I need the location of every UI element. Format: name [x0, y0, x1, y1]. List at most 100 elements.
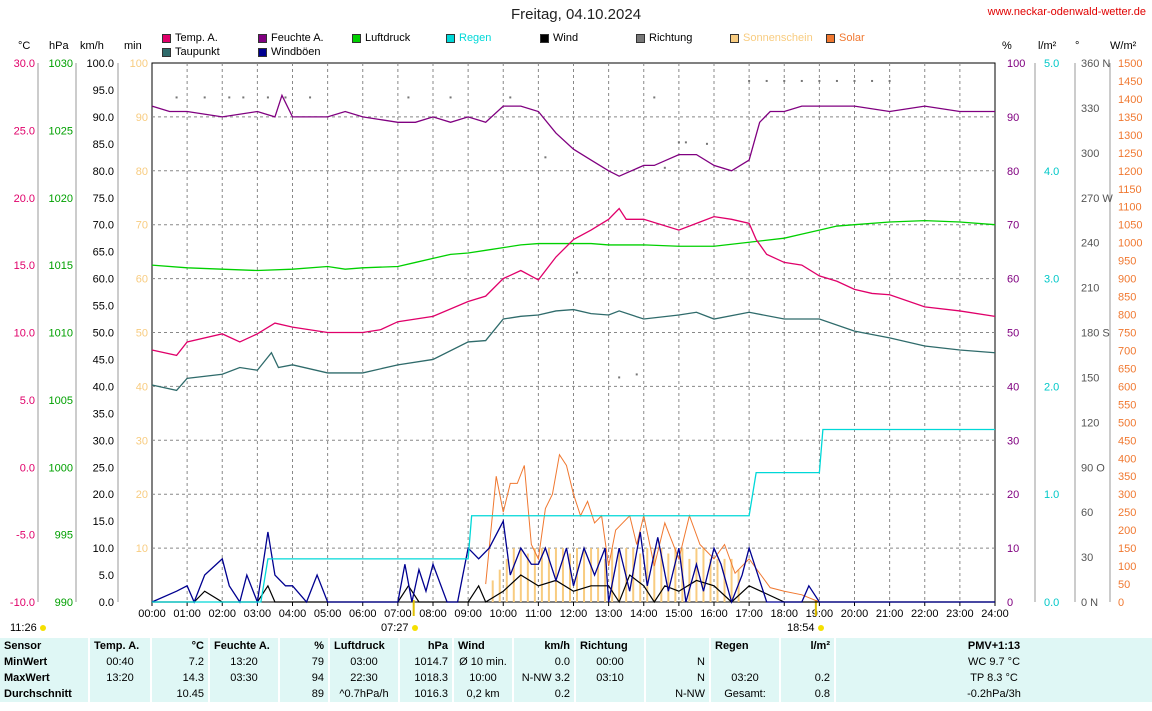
solar-tick-label: 400	[1118, 453, 1136, 465]
rain-line	[152, 428, 995, 603]
direction-tick-label: 300	[1081, 148, 1099, 160]
wind-tick-label: 25.0	[93, 462, 114, 474]
direction-unit: °	[1075, 40, 1080, 52]
stats-row-avg: Durchschnitt 10.45 89 ^0.7hPa/h 1016.3 0…	[0, 686, 1152, 702]
x-tick-label: 04:00	[279, 608, 307, 620]
direction-dot	[242, 96, 245, 99]
x-tick-label: 07:00	[384, 608, 412, 620]
humidity-tick-label: 10	[1007, 543, 1019, 555]
legend-swatch	[258, 47, 267, 57]
direction-tick-label: 150	[1081, 372, 1099, 384]
temp-tick-label: 10.0	[14, 328, 35, 340]
solar-tick-label: 1050	[1118, 220, 1142, 232]
legend-swatch	[540, 33, 549, 43]
solar-tick-label: 500	[1118, 417, 1136, 429]
hdr-sensor: Sensor	[0, 638, 90, 654]
dir-value: N-NW	[645, 686, 711, 702]
wind-value: 0.2	[513, 686, 576, 702]
sun-tick-label: 40	[136, 381, 148, 393]
press-time: 03:00	[329, 654, 400, 670]
direction-dot	[653, 96, 656, 99]
x-tick-label: 00:00	[138, 608, 166, 620]
site-link[interactable]: www.neckar-odenwald-wetter.de	[987, 6, 1146, 18]
direction-dot	[266, 96, 269, 99]
temp-tick-label: 20.0	[14, 193, 35, 205]
x-tick-label: 18:00	[770, 608, 798, 620]
rain-tick-label: 3.0	[1044, 274, 1059, 286]
x-tick-label: 17:00	[735, 608, 763, 620]
solar-tick-label: 450	[1118, 435, 1136, 447]
solar-tick-label: 1150	[1118, 184, 1142, 196]
legend-item: Windböen	[258, 46, 321, 58]
hdr-press-unit: hPa	[399, 638, 454, 654]
wind-tick-label: 100.0	[86, 58, 114, 70]
direction-tick-label: 240	[1081, 238, 1099, 250]
hum-time: 03:30	[209, 670, 280, 686]
humidity-tick-label: 50	[1007, 328, 1019, 340]
humidity-tick-label: 100	[1007, 58, 1025, 70]
solar-tick-label: 50	[1118, 579, 1130, 591]
x-tick-label: 09:00	[454, 608, 482, 620]
legend-item: Feuchte A.	[258, 32, 324, 44]
sun-tick-label: 60	[136, 274, 148, 286]
solar-tick-label: 0	[1118, 597, 1124, 609]
temp-tick-label: 15.0	[14, 260, 35, 272]
pressure-tick-label: 1005	[49, 395, 73, 407]
x-tick-label: 16:00	[700, 608, 728, 620]
solar-tick-label: 1350	[1118, 112, 1142, 124]
solar-tick-label: 300	[1118, 489, 1136, 501]
x-tick-label: 12:00	[560, 608, 588, 620]
legend-swatch	[258, 33, 267, 43]
pressure-tick-label: 995	[55, 530, 73, 542]
hdr-temp: Temp. A.	[89, 638, 152, 654]
sun-tick-label: 90	[136, 112, 148, 124]
press-time: 22:30	[329, 670, 400, 686]
pressure-line	[151, 220, 996, 272]
direction-dot	[835, 79, 838, 82]
direction-dot	[175, 96, 178, 99]
legend-item: Taupunkt	[162, 46, 220, 58]
row-label: MaxWert	[0, 670, 90, 686]
sun-tick-label: 30	[136, 435, 148, 447]
legend-swatch	[162, 47, 171, 57]
solar-tick-label: 200	[1118, 525, 1136, 537]
gust-line	[151, 519, 995, 605]
wind-tick-label: 55.0	[93, 301, 114, 313]
direction-dot	[309, 96, 312, 99]
x-tick-label: 13:00	[595, 608, 623, 620]
stats-row-min: MinWert 00:40 7.2 13:20 79 03:00 1014.7 …	[0, 654, 1152, 670]
rain-value	[780, 654, 836, 670]
hdr-wind: Wind	[453, 638, 514, 654]
solar-tick-label: 700	[1118, 345, 1136, 357]
legend-label: Regen	[459, 32, 492, 44]
temp-tick-label: -10.0	[10, 597, 35, 609]
solar-tick-label: 1300	[1118, 130, 1142, 142]
x-tick-label: 21:00	[876, 608, 904, 620]
x-tick-label: 24:00	[981, 608, 1009, 620]
temp-time: 00:40	[89, 654, 152, 670]
solar-tick-label: 350	[1118, 471, 1136, 483]
wind-tick-label: 50.0	[93, 328, 114, 340]
legend-label: Temp. A.	[175, 32, 218, 44]
hdr-temp-unit: °C	[151, 638, 210, 654]
legend-label: Sonnenschein	[743, 32, 813, 44]
wind-tick-label: 20.0	[93, 489, 114, 501]
temp-time: 13:20	[89, 670, 152, 686]
direction-dot	[705, 142, 708, 145]
press-value: 1016.3	[399, 686, 454, 702]
direction-dot	[677, 141, 680, 144]
legend-item: Luftdruck	[352, 32, 410, 44]
legend-item: Sonnenschein	[730, 32, 813, 44]
sun-tick-label: 20	[136, 489, 148, 501]
direction-tick-label: 270 W	[1081, 193, 1113, 205]
sun-unit: min	[124, 40, 142, 52]
direction-dot	[888, 79, 891, 82]
legend-swatch	[446, 33, 455, 43]
dir-time: 00:00	[575, 654, 646, 670]
legend-item: Regen	[446, 32, 491, 44]
sun-tick-label: 10	[136, 543, 148, 555]
temp-value: 10.45	[151, 686, 210, 702]
direction-tick-label: 180 S	[1081, 328, 1110, 340]
direction-dot	[449, 96, 452, 99]
direction-dot	[663, 166, 666, 169]
